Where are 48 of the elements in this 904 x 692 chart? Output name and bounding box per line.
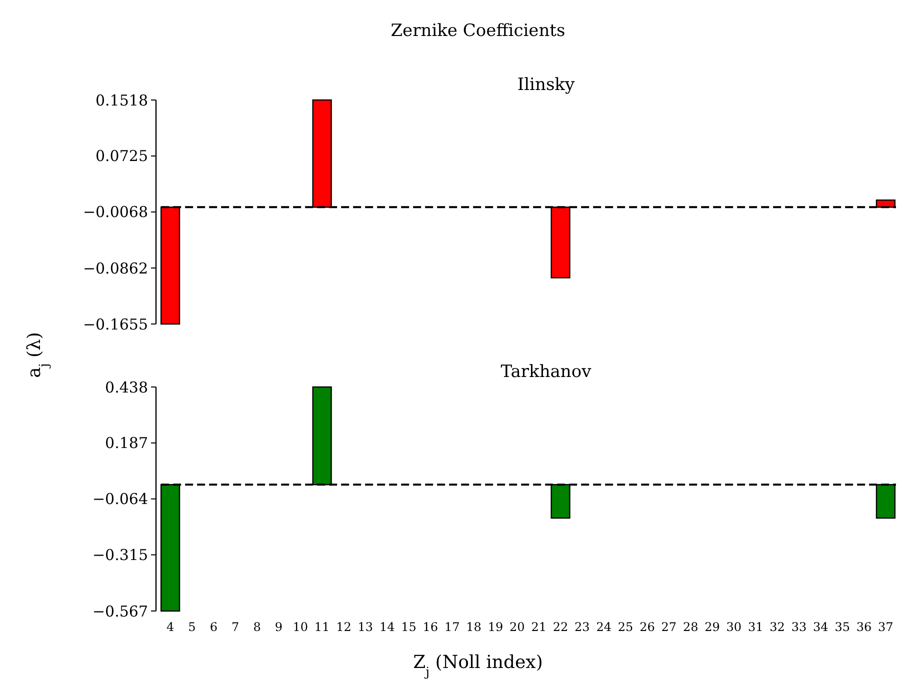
x-tick-label: 29: [704, 620, 720, 634]
x-tick-label: 34: [813, 620, 829, 634]
y-tick-label: 0.0725: [96, 147, 148, 166]
x-tick-label: 13: [358, 620, 374, 634]
x-tick-label: 5: [188, 620, 196, 634]
y-tick-label: 0.1518: [96, 91, 148, 110]
x-tick-label: 7: [232, 620, 240, 634]
y-tick-label: −0.064: [92, 490, 148, 508]
x-tick-label: 15: [401, 620, 416, 634]
x-tick-label: 22: [552, 620, 568, 634]
y-tick-label: −0.1655: [82, 315, 148, 334]
x-tick-label: 25: [618, 620, 634, 634]
x-tick-label: 35: [834, 620, 850, 634]
y-tick-label: 0.438: [105, 378, 148, 396]
x-tick-label: 6: [210, 620, 218, 634]
chart-title: Zernike Coefficients: [390, 21, 566, 41]
y-tick-label: 0.187: [105, 434, 148, 452]
x-tick-label: 9: [274, 620, 283, 634]
x-tick-label: 27: [661, 620, 677, 634]
x-tick-label: 21: [531, 620, 546, 634]
x-tick-label: 17: [444, 620, 460, 634]
x-tick-label: 10: [292, 620, 308, 634]
x-tick-label: 32: [770, 620, 785, 634]
x-tick-label: 4: [166, 620, 174, 634]
y-tick-label: −0.315: [92, 546, 148, 564]
x-tick-label: 28: [682, 620, 698, 634]
x-tick-label: 24: [596, 620, 612, 634]
x-tick-label: 14: [379, 620, 396, 634]
x-tick-label: 12: [336, 620, 352, 634]
x-tick-label: 26: [640, 620, 655, 634]
x-tick-label: 33: [791, 620, 807, 634]
x-tick-label: 30: [726, 620, 742, 634]
x-axis-title: Z$_{j}$ (Noll index): [413, 652, 543, 678]
x-tick-label: 18: [466, 620, 482, 634]
x-tick-label: 19: [488, 620, 504, 634]
y-tick-label: −0.0862: [82, 259, 148, 278]
y-tick-label: −0.0068: [82, 203, 148, 222]
x-tick-label: 16: [422, 620, 438, 634]
x-tick-label: 8: [253, 620, 261, 634]
x-tick-label: 20: [510, 620, 525, 634]
y-tick-label: −0.567: [92, 602, 148, 620]
chart-subtitle: Ilinsky: [517, 75, 575, 95]
x-tick-label: 23: [574, 620, 590, 634]
x-tick-label: 36: [856, 620, 872, 634]
chart-subtitle: Tarkhanov: [500, 362, 592, 382]
x-tick-label: 11: [314, 620, 330, 634]
x-tick-label: 37: [878, 620, 894, 634]
x-tick-label: 31: [748, 620, 764, 634]
